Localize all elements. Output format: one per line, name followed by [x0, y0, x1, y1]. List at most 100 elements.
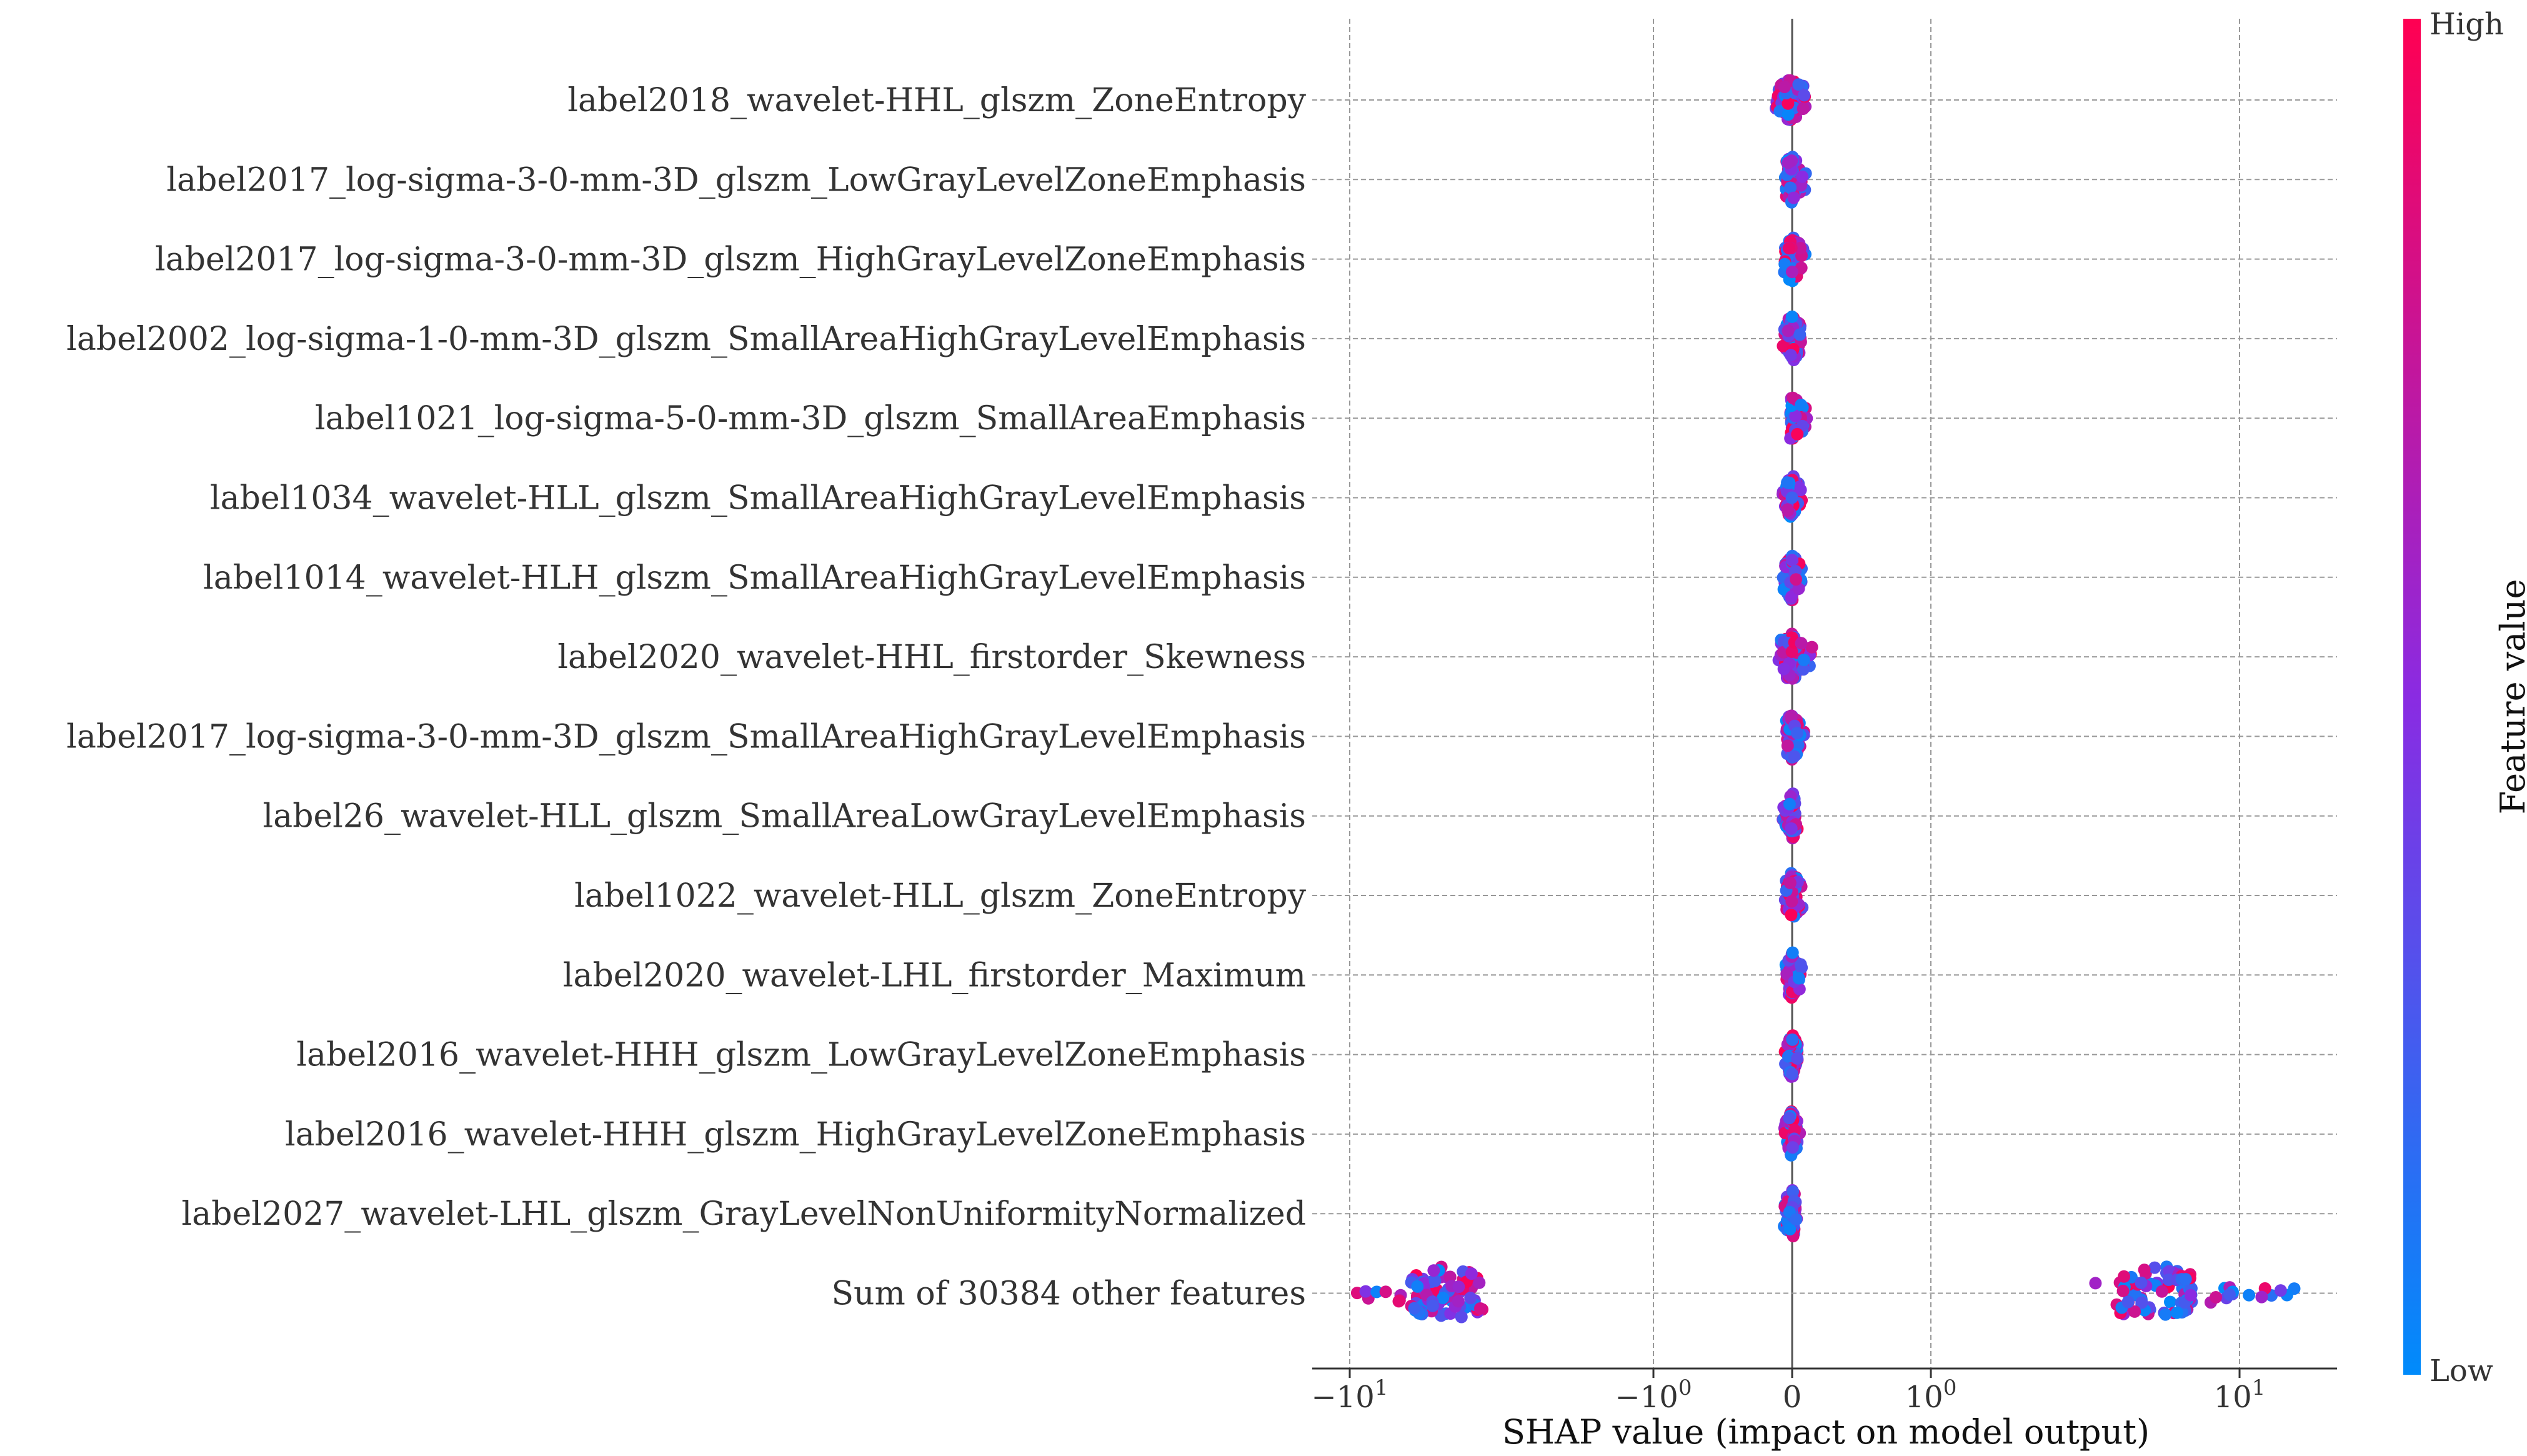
shap-point — [1785, 266, 1798, 279]
shap-point — [1785, 590, 1798, 603]
shap-point — [1790, 573, 1803, 586]
shap-point — [2135, 1276, 2148, 1289]
shap-point — [1791, 1052, 1804, 1065]
shap-point — [1781, 739, 1794, 752]
shap-point — [2184, 1289, 2197, 1302]
feature-label: Sum of 30384 other features — [831, 1275, 1306, 1313]
shap-point — [1786, 1067, 1799, 1080]
feature-label: label1034_wavelet-HLL_glszm_SmallAreaHig… — [210, 480, 1306, 517]
feature-label: label2027_wavelet-LHL_glszm_GrayLevelNon… — [182, 1195, 1306, 1233]
shap-point — [1789, 409, 1802, 422]
x-tick-labels: −101 −100 0 100 101 — [1312, 1369, 2265, 1415]
feature-label: label2017_log-sigma-3-0-mm-3D_glszm_Smal… — [66, 718, 1306, 755]
shap-point — [1792, 972, 1805, 985]
shap-point — [1784, 181, 1797, 194]
shap-point — [1786, 1141, 1799, 1154]
shap-point — [1790, 1213, 1803, 1226]
shap-point — [1791, 427, 1804, 441]
shap-point — [1797, 654, 1810, 666]
feature-labels: label2018_wavelet-HHL_glszm_ZoneEntropyl… — [66, 82, 1306, 1313]
shap-point — [1465, 1267, 1478, 1280]
shap-point — [1783, 242, 1796, 255]
shap-point — [2210, 1291, 2223, 1304]
shap-point — [2164, 1295, 2176, 1309]
shap-point — [1790, 727, 1803, 740]
shap-point — [1782, 324, 1795, 337]
feature-label: label2016_wavelet-HHH_glszm_LowGrayLevel… — [296, 1037, 1306, 1074]
shap-point — [1474, 1302, 1487, 1315]
feature-label: label1022_wavelet-HLL_glszm_ZoneEntropy — [574, 877, 1306, 915]
feature-label: label26_wavelet-HLL_glszm_SmallAreaLowGr… — [263, 798, 1306, 835]
colorbar: High Low Feature value — [2403, 7, 2527, 1389]
shap-point — [2148, 1261, 2161, 1274]
shap-point — [1782, 504, 1795, 517]
shap-point — [1787, 391, 1800, 404]
shap-point — [2116, 1284, 2130, 1297]
shap-point — [1792, 739, 1805, 752]
shap-point — [1370, 1285, 1383, 1299]
shap-point — [1437, 1292, 1450, 1305]
shap-point — [2243, 1289, 2256, 1302]
shap-point — [2223, 1288, 2236, 1301]
shap-point — [1780, 967, 1793, 980]
shap-point — [2128, 1305, 2141, 1318]
shap-point — [1452, 1280, 1465, 1294]
shap-point — [1785, 822, 1798, 835]
feature-label: label1014_wavelet-HLH_glszm_SmallAreaHig… — [203, 559, 1306, 597]
feature-label: label2020_wavelet-HHL_firstorder_Skewnes… — [557, 639, 1306, 676]
shap-point — [1455, 1310, 1468, 1324]
shap-point — [1426, 1299, 1439, 1312]
shap-point — [1785, 895, 1798, 908]
shap-point — [1781, 476, 1794, 489]
shap-point — [1782, 156, 1795, 169]
colorbar-high-label: High — [2430, 7, 2504, 42]
colorbar-gradient — [2403, 19, 2421, 1375]
shap-point — [1777, 662, 1790, 676]
x-tick-label: 0 — [1783, 1380, 1802, 1415]
shap-point — [1786, 554, 1798, 567]
feature-label: label2018_wavelet-HHL_glszm_ZoneEntropy — [567, 82, 1306, 119]
shap-point — [1786, 1033, 1799, 1046]
shap-point — [1795, 961, 1808, 974]
shap-point — [2121, 1295, 2135, 1309]
shap-point — [1794, 242, 1807, 254]
feature-label: label2016_wavelet-HHH_glszm_HighGrayLeve… — [285, 1116, 1306, 1154]
colorbar-title: Feature value — [2493, 579, 2527, 815]
shap-point — [1785, 909, 1798, 922]
shap-point — [1452, 1295, 1465, 1308]
shap-point — [1787, 191, 1800, 204]
shap-point — [1464, 1292, 1477, 1305]
feature-label: label2020_wavelet-LHL_firstorder_Maximum — [563, 957, 1306, 994]
x-tick-label: 100 — [1905, 1375, 1957, 1415]
shap-point — [1379, 1285, 1392, 1299]
shap-point — [1782, 108, 1795, 121]
shap-point — [2118, 1270, 2130, 1283]
points-layer — [1350, 74, 2301, 1324]
feature-label: label2017_log-sigma-3-0-mm-3D_glszm_High… — [155, 241, 1306, 279]
shap-point — [1392, 1295, 1405, 1308]
shap-point — [1408, 1302, 1421, 1315]
shap-point — [1786, 946, 1799, 959]
shap-point — [1783, 1223, 1797, 1236]
shap-point — [1783, 1112, 1796, 1125]
shap-point — [2089, 1277, 2102, 1290]
shap-point — [1777, 339, 1790, 352]
shap-point — [1411, 1280, 1424, 1293]
shap-point — [1788, 750, 1801, 763]
shap-point — [1796, 170, 1809, 183]
shap-point — [2159, 1308, 2172, 1321]
shap-point — [2135, 1296, 2148, 1309]
shap-point — [1778, 81, 1791, 94]
shap-point — [1795, 399, 1808, 411]
shap-point — [1783, 876, 1797, 889]
shap-point — [2179, 1273, 2192, 1286]
shap-point — [1795, 637, 1808, 650]
shap-point — [1473, 1276, 1486, 1289]
shap-point — [1785, 491, 1798, 504]
x-tick-label: −100 — [1615, 1375, 1692, 1415]
shap-point — [1782, 97, 1795, 110]
shap-point — [2170, 1306, 2183, 1319]
shap-point — [1783, 797, 1796, 810]
shap-point — [1435, 1309, 1448, 1322]
